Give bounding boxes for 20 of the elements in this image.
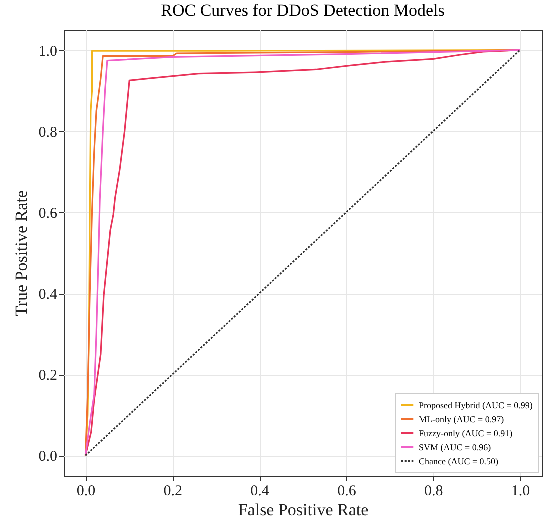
y-tick-label: 0.6 (38, 206, 58, 222)
y-tick-label: 0.2 (38, 368, 58, 384)
y-tick-label: 1.0 (38, 44, 58, 60)
x-tick-label: 0.0 (76, 484, 96, 500)
legend-label: Fuzzy-only (AUC = 0.91) (419, 428, 513, 438)
x-tick-label: 0.8 (424, 484, 444, 500)
y-tick-label: 0.0 (38, 449, 58, 466)
y-tick-label: 0.8 (38, 124, 58, 141)
chart-title: ROC Curves for DDoS Detection Models (161, 1, 445, 20)
legend-label: Chance (AUC = 0.50) (419, 456, 499, 466)
x-tick-label: 0.4 (250, 484, 270, 500)
legend-label: ML-only (AUC = 0.97) (419, 414, 504, 424)
y-axis-title: True Positive Rate (12, 190, 31, 316)
x-tick-label: 1.0 (511, 484, 530, 500)
y-tick-label: 0.4 (38, 287, 58, 304)
x-tick-label: 0.6 (338, 484, 357, 500)
legend-label: Proposed Hybrid (AUC = 0.99) (419, 400, 533, 410)
x-tick-label: 0.2 (164, 484, 183, 500)
legend-label: SVM (AUC = 0.96) (419, 442, 492, 452)
x-axis-title: False Positive Rate (238, 500, 369, 520)
